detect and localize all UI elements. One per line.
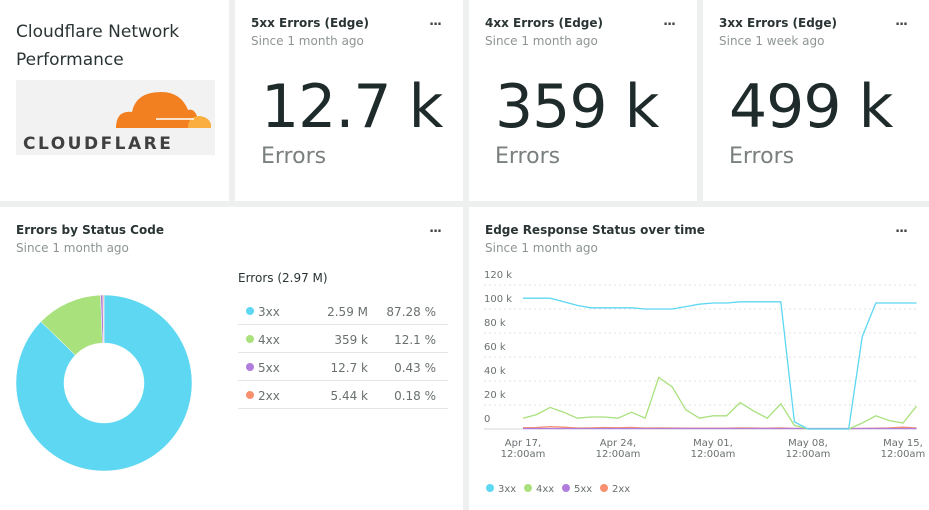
widget-title: Errors by Status Code [16, 223, 164, 237]
legend-title: Errors (2.97 M) [238, 271, 328, 285]
legend-value: 2.59 M [327, 305, 368, 319]
legend-dot [246, 307, 254, 315]
cloudflare-logo: CLOUDFLARE [16, 80, 215, 155]
widget-menu-button[interactable]: ... [895, 221, 908, 236]
dashboard-title: Cloudflare Network Performance [16, 22, 180, 70]
widget-title: 3xx Errors (Edge) [719, 16, 838, 30]
billboard-card: 5xx Errors (Edge) Since 1 month ago ... … [235, 0, 463, 201]
legend-value: 5.44 k [330, 389, 368, 403]
widget-subtitle: Since 1 month ago [485, 34, 598, 48]
legend-dot [246, 391, 254, 399]
billboard-unit: Errors [495, 144, 561, 169]
legend-row[interactable]: 4xx 359 k 12.1 % [238, 325, 448, 353]
errors-by-status-card: Errors by Status Code Since 1 month ago … [0, 207, 463, 510]
widget-subtitle: Since 1 month ago [485, 241, 598, 255]
legend-dot [246, 363, 254, 371]
billboard-unit: Errors [261, 144, 327, 169]
billboard-card: 3xx Errors (Edge) Since 1 week ago ... 4… [703, 0, 929, 201]
legend-value: 359 k [334, 333, 368, 347]
legend-row[interactable]: 3xx 2.59 M 87.28 % [238, 297, 448, 325]
legend-value: 12.7 k [330, 361, 368, 375]
billboard-value: 12.7 k [261, 72, 443, 142]
billboard-value: 359 k [495, 72, 659, 142]
donut-chart [15, 294, 193, 472]
logo-wordmark: CLOUDFLARE [23, 134, 174, 154]
widget-menu-button[interactable]: ... [663, 14, 676, 29]
legend-row[interactable]: 2xx 5.44 k 0.18 % [238, 381, 448, 409]
widget-title: 5xx Errors (Edge) [251, 16, 370, 30]
billboard-unit: Errors [729, 144, 795, 169]
widget-menu-button[interactable]: ... [429, 221, 442, 236]
legend-percent: 0.43 % [394, 361, 436, 375]
legend-dot [246, 335, 254, 343]
widget-title: 4xx Errors (Edge) [485, 16, 604, 30]
widget-menu-button[interactable]: ... [429, 14, 442, 29]
title-card: Cloudflare Network Performance CLOUDFLAR… [0, 0, 229, 201]
edge-response-card: Edge Response Status over time Since 1 m… [469, 207, 929, 510]
legend-percent: 87.28 % [386, 305, 436, 319]
legend-row[interactable]: 5xx 12.7 k 0.43 % [238, 353, 448, 381]
legend-table: 3xx 2.59 M 87.28 % 4xx 359 k 12.1 % 5xx … [230, 297, 450, 417]
billboard-card: 4xx Errors (Edge) Since 1 month ago ... … [469, 0, 697, 201]
widget-menu-button[interactable]: ... [895, 14, 908, 29]
legend-label: 2xx [258, 389, 280, 403]
legend-percent: 12.1 % [394, 333, 436, 347]
widget-subtitle: Since 1 week ago [719, 34, 825, 48]
widget-subtitle: Since 1 month ago [251, 34, 364, 48]
widget-subtitle: Since 1 month ago [16, 241, 129, 255]
legend-label: 4xx [258, 333, 280, 347]
legend-percent: 0.18 % [394, 389, 436, 403]
legend-label: 3xx [258, 305, 280, 319]
legend-label: 5xx [258, 361, 280, 375]
widget-title: Edge Response Status over time [485, 223, 705, 237]
billboard-value: 499 k [729, 72, 893, 142]
donut-slice-2xx[interactable] [102, 294, 105, 344]
